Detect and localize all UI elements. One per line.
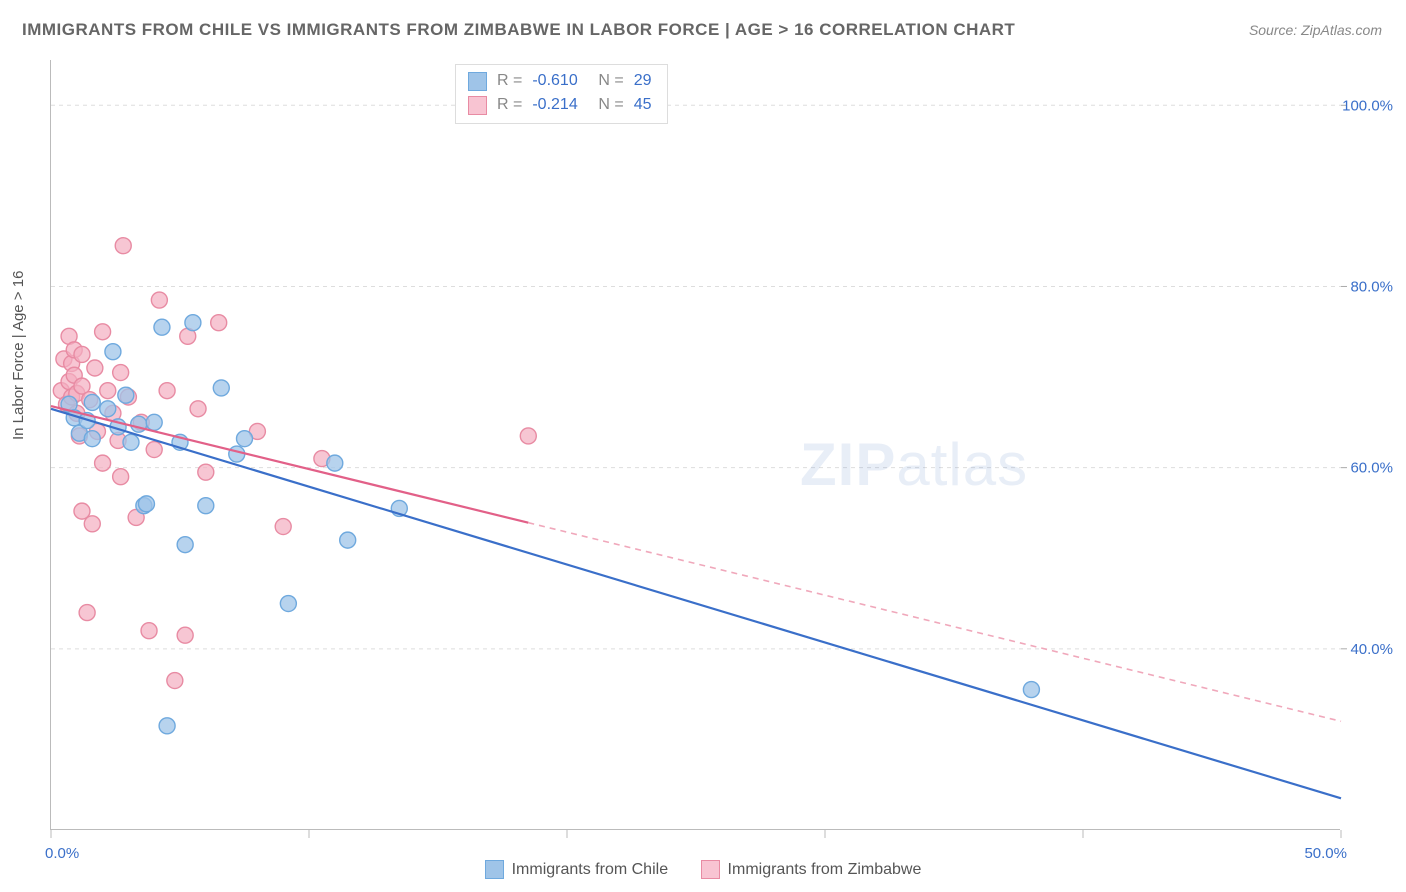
r-label: R = <box>497 69 522 93</box>
legend-row-zimbabwe: R = -0.214 N = 45 <box>468 93 651 117</box>
r-value-zimbabwe: -0.214 <box>532 93 588 117</box>
n-label: N = <box>598 93 623 117</box>
legend-item-zimbabwe: Immigrants from Zimbabwe <box>701 860 922 879</box>
legend-label-zimbabwe: Immigrants from Zimbabwe <box>728 861 922 879</box>
svg-text:60.0%: 60.0% <box>1350 460 1393 477</box>
swatch-zimbabwe-icon <box>701 860 720 879</box>
source-attribution: Source: ZipAtlas.com <box>1249 22 1382 38</box>
plot-area: 40.0%60.0%80.0%100.0%0.0%50.0% <box>50 60 1340 830</box>
n-label: N = <box>598 69 623 93</box>
r-label: R = <box>497 93 522 117</box>
n-value-chile: 29 <box>634 69 652 93</box>
legend-row-chile: R = -0.610 N = 29 <box>468 69 651 93</box>
r-value-chile: -0.610 <box>532 69 588 93</box>
swatch-zimbabwe <box>468 96 487 115</box>
swatch-chile-icon <box>485 860 504 879</box>
legend-item-chile: Immigrants from Chile <box>485 860 668 879</box>
legend-series: Immigrants from Chile Immigrants from Zi… <box>0 860 1406 884</box>
n-value-zimbabwe: 45 <box>634 93 652 117</box>
chart-svg: 40.0%60.0%80.0%100.0%0.0%50.0% <box>51 60 1340 829</box>
swatch-chile <box>468 72 487 91</box>
legend-label-chile: Immigrants from Chile <box>512 861 668 879</box>
y-axis-title: In Labor Force | Age > 16 <box>10 271 27 440</box>
svg-text:40.0%: 40.0% <box>1350 641 1393 658</box>
chart-title: IMMIGRANTS FROM CHILE VS IMMIGRANTS FROM… <box>22 20 1015 40</box>
legend-correlation: R = -0.610 N = 29 R = -0.214 N = 45 <box>455 64 668 124</box>
svg-text:80.0%: 80.0% <box>1350 278 1393 295</box>
svg-text:100.0%: 100.0% <box>1342 97 1393 114</box>
